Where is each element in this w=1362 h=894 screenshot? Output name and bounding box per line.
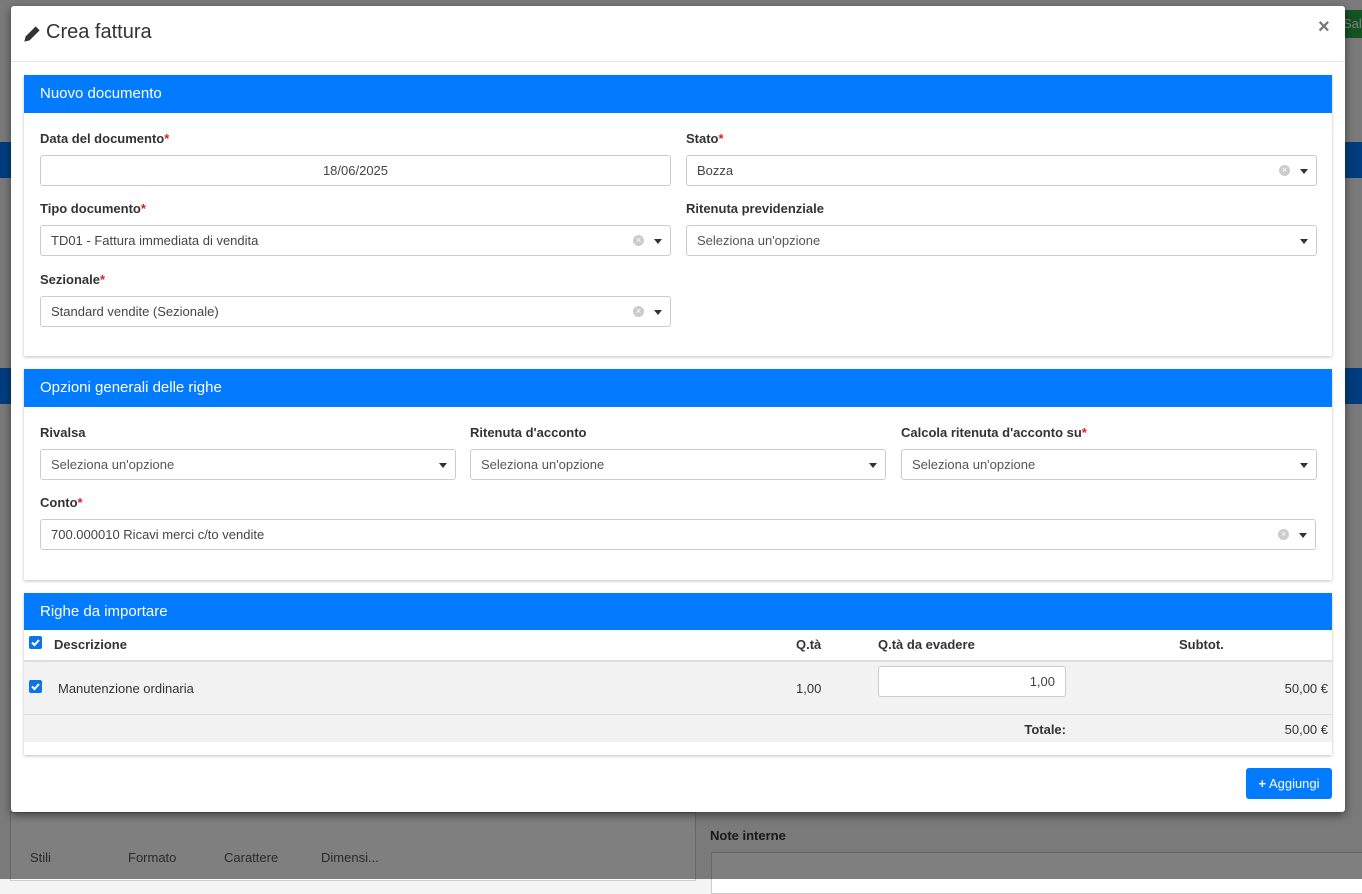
row-checkbox[interactable]: [29, 680, 42, 693]
label-text: Stato: [686, 131, 719, 146]
required-mark: *: [718, 131, 724, 146]
select[interactable]: Seleziona un'opzione: [901, 449, 1317, 480]
required-mark: *: [164, 131, 170, 146]
select-placeholder: Seleziona un'opzione: [697, 233, 821, 248]
date-input[interactable]: 18/06/2025: [40, 155, 671, 186]
field-label: Data del documento*: [40, 131, 169, 146]
cell-qty: 1,00: [796, 681, 822, 696]
select-value: Bozza: [697, 163, 734, 178]
arrow: [1300, 239, 1308, 244]
label-text: Tipo documento: [40, 201, 141, 216]
select-value: Standard vendite (Sezionale): [51, 304, 219, 319]
qty-input[interactable]: 1,00: [878, 666, 1066, 697]
select[interactable]: Seleziona un'opzione: [40, 449, 456, 480]
label-text: Conto: [40, 495, 78, 510]
label-text: Ritenuta previdenziale: [686, 201, 824, 216]
arrow: [869, 463, 877, 468]
select[interactable]: Seleziona un'opzione: [686, 225, 1317, 256]
select-placeholder: Seleziona un'opzione: [481, 457, 605, 472]
select[interactable]: TD01 - Fattura immediata di vendita ×: [40, 225, 671, 256]
panel: Opzioni generali delle righe Rivalsa Sel…: [24, 369, 1332, 580]
column-header: Q.tà: [796, 637, 822, 652]
clear-icon[interactable]: ×: [633, 306, 644, 317]
field-label: Ritenuta previdenziale: [686, 201, 824, 216]
required-mark: *: [140, 201, 146, 216]
column-header: Descrizione: [54, 637, 127, 652]
field-label: Sezionale*: [40, 272, 105, 287]
submit-label: Aggiungi: [1268, 776, 1320, 791]
required-mark: *: [1081, 425, 1087, 440]
arrow: [1300, 169, 1308, 174]
clear-icon[interactable]: ×: [1278, 529, 1289, 540]
label-text: Ritenuta d'acconto: [470, 425, 587, 440]
modal-title: Crea fattura: [46, 21, 152, 43]
close-button[interactable]: ×: [1318, 16, 1330, 38]
total-row: Totale: 50,00 €: [24, 715, 1332, 742]
field-label: Rivalsa: [40, 425, 86, 440]
select-value: 700.000010 Ricavi merci c/to vendite: [51, 527, 265, 542]
label-text: Calcola ritenuta d'acconto su: [901, 425, 1082, 440]
select[interactable]: Seleziona un'opzione: [470, 449, 886, 480]
total-value: 50,00 €: [1284, 722, 1328, 737]
panel: Nuovo documento Data del documento* 18/0…: [24, 75, 1332, 356]
select[interactable]: Bozza ×: [686, 155, 1317, 186]
panel-title: Nuovo documento: [24, 75, 1332, 113]
arrow: [439, 463, 447, 468]
select-value: TD01 - Fattura immediata di vendita: [51, 233, 259, 248]
checkbox-all[interactable]: [29, 636, 42, 649]
panel: Righe da importare Descrizione Q.tà Q.tà…: [24, 593, 1332, 755]
cell-subtotal: 50,00 €: [1284, 681, 1328, 696]
panel-title: Opzioni generali delle righe: [24, 369, 1332, 407]
pencil-icon: [24, 26, 40, 42]
arrow: [1300, 463, 1308, 468]
required-mark: *: [99, 272, 106, 287]
field-label: Ritenuta d'acconto: [470, 425, 587, 440]
submit-button[interactable]: + Aggiungi: [1246, 768, 1332, 799]
field-label: Calcola ritenuta d'acconto su*: [901, 425, 1087, 440]
select[interactable]: Standard vendite (Sezionale) ×: [40, 296, 671, 327]
select-placeholder: Seleziona un'opzione: [912, 457, 1036, 472]
select[interactable]: 700.000010 Ricavi merci c/to vendite ×: [40, 519, 1316, 550]
field-label: Stato*: [686, 131, 724, 146]
modal-header: Crea fattura ×: [11, 6, 1345, 62]
select-placeholder: Seleziona un'opzione: [51, 457, 175, 472]
table-row: Manutenzione ordinaria 1,00 1,00 50,00 €: [24, 662, 1332, 715]
cell-description: Manutenzione ordinaria: [58, 681, 194, 696]
arrow: [654, 310, 662, 315]
label-text: Data del documento: [40, 131, 165, 146]
clear-icon[interactable]: ×: [633, 235, 644, 246]
panel-title: Righe da importare: [24, 593, 1332, 630]
arrow: [654, 239, 662, 244]
total-label: Totale:: [1024, 722, 1066, 737]
label-text: Sezionale: [40, 272, 100, 287]
field-label: Tipo documento*: [40, 201, 146, 216]
column-header: Q.tà da evadere: [878, 637, 975, 652]
required-mark: *: [77, 495, 83, 510]
table-header-row: Descrizione Q.tà Q.tà da evadere Subtot.: [24, 630, 1332, 662]
arrow: [1299, 533, 1307, 538]
modal: Crea fattura × Nuovo documento Data del …: [11, 6, 1345, 812]
label-text: Rivalsa: [40, 425, 86, 440]
field-label: Conto*: [40, 495, 83, 510]
column-header: Subtot.: [1179, 637, 1224, 652]
plus-icon: +: [1258, 776, 1267, 791]
clear-icon[interactable]: ×: [1279, 165, 1290, 176]
